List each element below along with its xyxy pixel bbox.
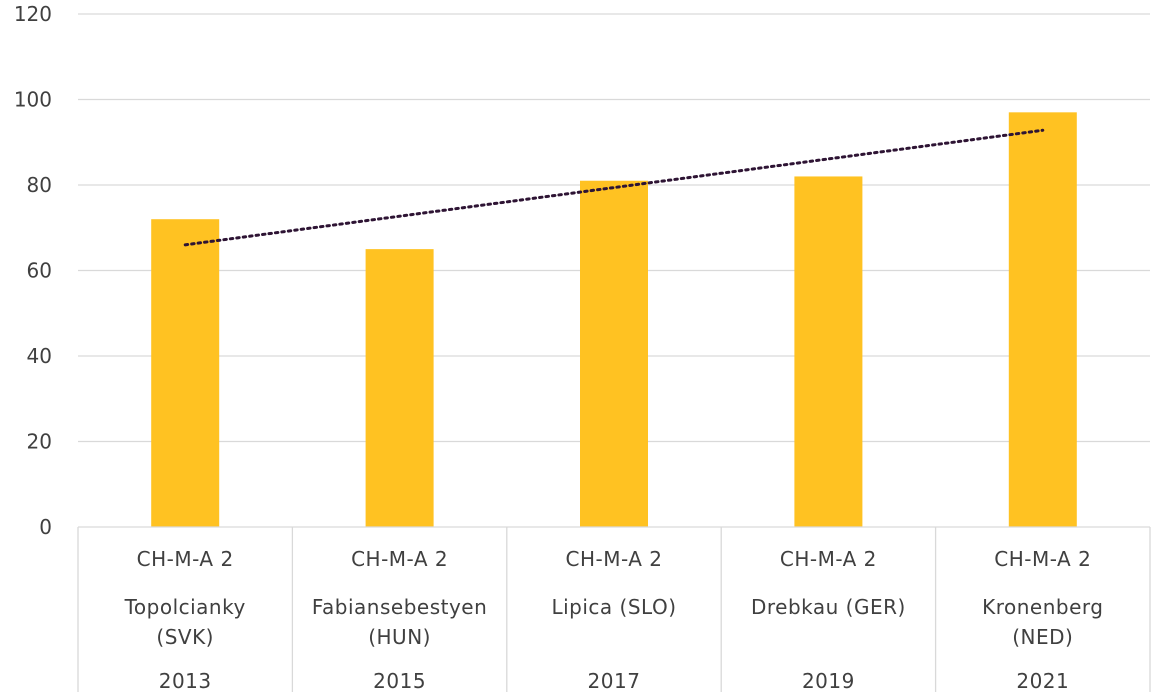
category-place-label: (NED) bbox=[1012, 625, 1073, 649]
bar-2015 bbox=[365, 249, 434, 527]
category-year-label: 2013 bbox=[159, 669, 212, 692]
category-place-label: Kronenberg bbox=[982, 595, 1103, 619]
bars bbox=[151, 112, 1077, 527]
trendline-dotted bbox=[183, 128, 1045, 247]
category-place-label: (HUN) bbox=[368, 625, 431, 649]
category-place-label: Fabiansebestyen bbox=[312, 595, 487, 619]
y-tick-label: 0 bbox=[39, 515, 52, 539]
bar-2019 bbox=[794, 176, 863, 527]
category-year-label: 2017 bbox=[588, 669, 641, 692]
y-axis: 0 20 40 60 80 100 120 bbox=[14, 2, 52, 539]
x-axis: CH-M-A 2 Topolcianky (SVK) 2013 CH-M-A 2 Fabi… bbox=[77, 526, 1151, 692]
y-tick-label: 40 bbox=[27, 344, 52, 368]
bar-2021 bbox=[1008, 112, 1077, 527]
bar-2013 bbox=[151, 219, 220, 527]
y-tick-label: 20 bbox=[27, 430, 52, 454]
category-place-label: (SVK) bbox=[156, 625, 214, 649]
category-year-label: 2015 bbox=[373, 669, 426, 692]
y-tick-label: 60 bbox=[27, 259, 52, 283]
category-group-label: CH-M-A 2 bbox=[780, 547, 877, 571]
category-place-label: Drebkau (GER) bbox=[751, 595, 906, 619]
bar-2017 bbox=[580, 180, 648, 527]
y-tick-label: 80 bbox=[27, 173, 52, 197]
y-tick-label: 120 bbox=[14, 2, 52, 26]
trendline bbox=[183, 128, 1045, 247]
category-group-label: CH-M-A 2 bbox=[994, 547, 1091, 571]
category-year-label: 2021 bbox=[1016, 669, 1069, 692]
y-tick-label: 100 bbox=[14, 88, 52, 112]
category-group-label: CH-M-A 2 bbox=[565, 547, 662, 571]
category-place-label: Lipica (SLO) bbox=[551, 595, 676, 619]
category-group-label: CH-M-A 2 bbox=[137, 547, 234, 571]
category-group-label: CH-M-A 2 bbox=[351, 547, 448, 571]
category-place-label: Topolcianky bbox=[124, 595, 246, 619]
category-year-label: 2019 bbox=[802, 669, 855, 692]
